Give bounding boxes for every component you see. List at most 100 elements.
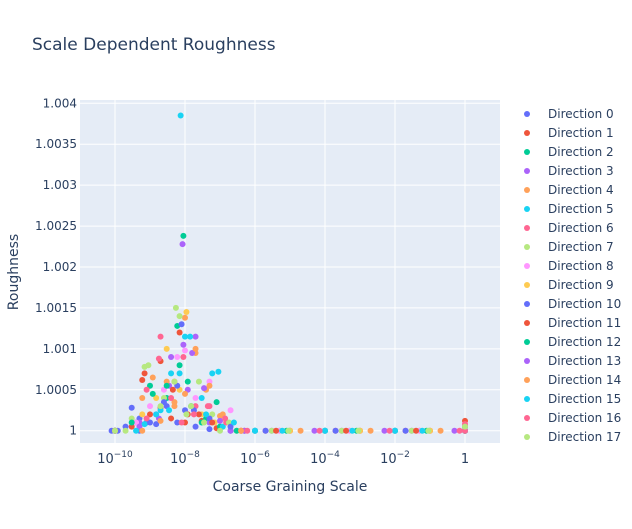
x-tick-label: 10−4 (310, 450, 340, 467)
data-point (381, 427, 388, 434)
data-point (157, 417, 164, 424)
x-tick-base: 10 (240, 452, 257, 467)
plot-background (80, 100, 500, 443)
data-point (203, 411, 210, 418)
data-point (182, 333, 188, 340)
data-point (171, 378, 178, 385)
legend-label: Direction 6 (548, 221, 614, 235)
legend: Direction 0 Direction 1 Direction 2 Directi… (524, 107, 621, 444)
legend-label: Direction 10 (548, 297, 621, 311)
data-point (176, 329, 183, 336)
legend-marker (524, 130, 530, 136)
data-point (209, 370, 216, 377)
data-point (149, 390, 156, 397)
data-point (192, 333, 199, 340)
legend-marker (524, 149, 530, 155)
data-point (122, 427, 129, 434)
x-axis-label: Coarse Graining Scale (213, 479, 368, 495)
data-point (297, 427, 304, 434)
data-point (206, 382, 213, 389)
data-point (174, 354, 181, 361)
data-point (215, 368, 222, 375)
data-point (143, 415, 150, 422)
legend-label: Direction 17 (548, 430, 621, 444)
legend-label: Direction 9 (548, 278, 614, 292)
data-point (451, 427, 458, 434)
data-point (262, 427, 269, 434)
legend-marker (524, 301, 530, 307)
data-point (233, 427, 240, 434)
y-tick-label: 1.002 (43, 260, 77, 274)
x-tick-base: 10 (97, 452, 114, 467)
data-point (163, 345, 170, 352)
legend-label: Direction 16 (548, 411, 621, 425)
data-point (139, 376, 146, 383)
legend-marker (524, 434, 530, 440)
data-point (217, 427, 223, 434)
data-point (160, 399, 167, 406)
data-point (180, 341, 187, 348)
legend-marker (524, 168, 530, 174)
y-tick-label: 1 (69, 424, 77, 438)
x-tick-exponent: −6 (257, 450, 271, 460)
data-point (413, 427, 420, 434)
data-point (209, 419, 216, 426)
data-point (355, 427, 362, 434)
y-tick-label: 1.003 (43, 178, 77, 192)
data-point (195, 411, 202, 418)
data-point (392, 427, 398, 434)
data-point (178, 419, 185, 426)
data-point (244, 427, 251, 434)
data-point (456, 427, 463, 434)
legend-label: Direction 5 (548, 202, 614, 216)
data-point (168, 415, 175, 422)
data-point (230, 419, 237, 426)
legend-label: Direction 8 (548, 259, 614, 273)
data-point (176, 370, 183, 377)
data-point (178, 321, 185, 328)
data-point (171, 403, 178, 410)
data-point (153, 394, 160, 401)
data-point (128, 419, 135, 426)
legend-marker (524, 396, 530, 402)
data-point (143, 386, 150, 393)
data-point (153, 421, 160, 428)
data-point (192, 394, 199, 401)
data-point (217, 417, 223, 424)
data-point (206, 378, 213, 385)
data-point (183, 411, 190, 418)
y-axis-label: Roughness (6, 234, 22, 310)
data-point (188, 403, 195, 410)
x-tick-base: 10 (310, 452, 327, 467)
x-tick-label: 10−6 (240, 450, 270, 467)
data-point (182, 314, 188, 321)
x-tick-exponent: −4 (327, 450, 341, 460)
legend-marker (524, 206, 530, 212)
data-point (252, 427, 258, 434)
legend-label: Direction 13 (548, 354, 621, 368)
series-14 (112, 345, 468, 434)
legend-label: Direction 4 (548, 183, 614, 197)
legend-marker (524, 187, 530, 193)
series-5 (112, 112, 468, 434)
data-point (238, 427, 245, 434)
legend-label: Direction 2 (548, 145, 614, 159)
x-tick-base: 10 (170, 452, 187, 467)
data-point (338, 427, 345, 434)
legend-label: Direction 1 (548, 126, 614, 140)
data-point (157, 407, 164, 414)
grid-lines (80, 100, 500, 443)
x-tick-label: 10−8 (170, 450, 200, 467)
data-point (201, 385, 208, 392)
data-point (192, 423, 199, 430)
data-point (168, 394, 175, 401)
x-tick-label: 10−10 (97, 450, 133, 467)
data-point (133, 419, 140, 426)
y-tick-label: 1.001 (43, 342, 77, 356)
data-point (268, 427, 275, 434)
y-tick-label: 1.0015 (35, 301, 77, 315)
legend-marker (524, 111, 530, 117)
chart-title: Scale Dependent Roughness (32, 35, 276, 55)
data-point (182, 390, 188, 397)
